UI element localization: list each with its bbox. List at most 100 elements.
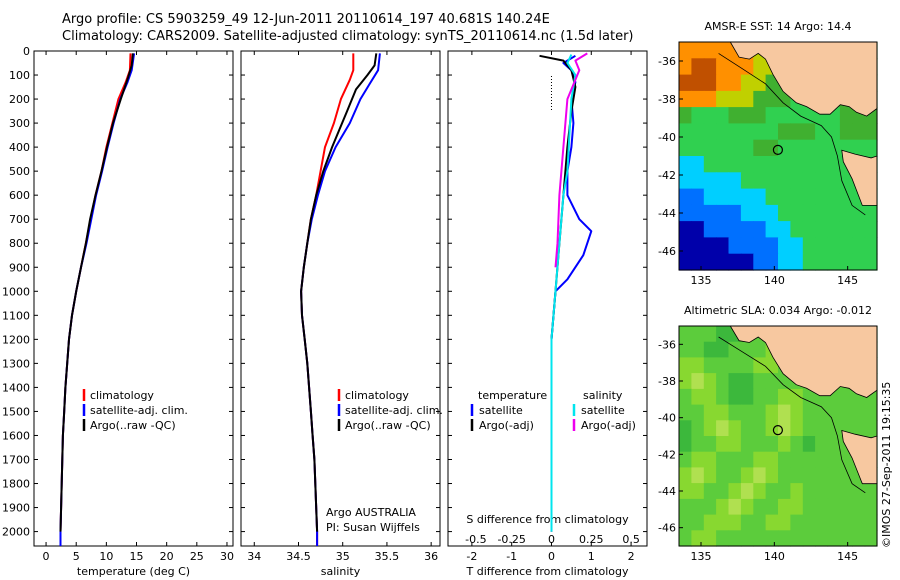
map-cell: [716, 436, 730, 453]
legend-label: salinity: [583, 389, 623, 402]
map-cell: [691, 74, 705, 92]
map-cell: [802, 467, 816, 484]
map-cell: [728, 467, 742, 484]
map-cell: [703, 58, 717, 76]
map-cell: [778, 172, 791, 190]
map-cell: [740, 483, 754, 500]
map-cell: [815, 139, 829, 157]
x-axis-label: temperature (deg C): [77, 565, 190, 578]
map-cell: [802, 172, 816, 190]
map-cell: [703, 451, 717, 468]
map-cell: [753, 253, 767, 271]
map-cell: [740, 467, 754, 484]
map-cell: [703, 139, 717, 157]
map-cell: [740, 530, 754, 547]
map-cell: [740, 58, 754, 76]
map-cell: [728, 357, 742, 374]
map-cell: [852, 420, 866, 437]
map-cell: [852, 498, 866, 516]
y-tick-label: 900: [9, 261, 30, 274]
profile-panel-2: 34 34.5 35 35.5 36 salinity climatology satelli…: [240, 50, 443, 578]
land-mass: [729, 41, 878, 117]
map-cell: [802, 388, 816, 406]
y-tick-label: 100: [9, 69, 30, 82]
map-cell: [740, 420, 754, 437]
map-cell: [716, 237, 730, 255]
map-cell: [740, 451, 754, 468]
map-cell: [679, 404, 692, 421]
y-tick-label: 0: [23, 45, 30, 58]
map-cell: [864, 404, 878, 421]
map-cell: [679, 188, 692, 206]
map-cell: [778, 514, 791, 531]
map-cell: [765, 107, 779, 124]
map-title: AMSR-E SST: 14 Argo: 14.4: [704, 20, 851, 33]
map-cell: [852, 204, 866, 222]
map-cell: [778, 107, 791, 124]
map-cell: [753, 357, 767, 374]
map-cell: [864, 420, 878, 437]
map-cell: [852, 139, 866, 157]
map-cell: [703, 172, 717, 190]
map-cell: [765, 483, 779, 500]
map-cell: [765, 373, 779, 390]
map-cell: [790, 123, 804, 141]
map-cell: [827, 514, 841, 531]
map-cell: [864, 483, 878, 500]
x-tick-label: 140: [764, 274, 785, 287]
x-tick-label: 15: [130, 550, 144, 563]
map-cell: [864, 204, 878, 222]
y-tick-label: 1000: [2, 285, 30, 298]
map-cell: [740, 253, 754, 271]
map-cell: [778, 156, 791, 173]
y-tick-label: 700: [9, 213, 30, 226]
map-cell: [728, 483, 742, 500]
map-cell: [703, 237, 717, 255]
map-cell: [716, 514, 730, 531]
map-cell: [815, 498, 829, 516]
map-cell: [716, 221, 730, 238]
x-tick-label: 145: [837, 550, 858, 563]
map-cell: [802, 204, 816, 222]
map-cell: [740, 404, 754, 421]
panel-frame: [240, 50, 441, 547]
map-cell: [740, 172, 754, 190]
map-cell: [703, 498, 717, 516]
map-cell: [802, 123, 816, 141]
map-cell: [802, 498, 816, 516]
map-cell: [765, 404, 779, 421]
map-cell: [691, 388, 705, 406]
map-cell: [716, 107, 730, 124]
map-cell: [778, 237, 791, 255]
map-cell: [765, 188, 779, 206]
map-cell: [815, 253, 829, 271]
map-cell: [703, 404, 717, 421]
map-frame: [678, 41, 878, 271]
map-cell: [815, 204, 829, 222]
map-cell: [716, 451, 730, 468]
map-cell: [740, 436, 754, 453]
map-cell: [703, 467, 717, 484]
map-cell: [691, 107, 705, 124]
map-cell: [815, 514, 829, 531]
map-cell: [815, 467, 829, 484]
map-cell: [839, 107, 853, 124]
map-cell: [790, 420, 804, 437]
map-cell: [790, 436, 804, 453]
map-cell: [864, 139, 878, 157]
y-tick-label: 500: [9, 165, 30, 178]
y-tick-label: 400: [9, 141, 30, 154]
map-cell: [765, 123, 779, 141]
map-cell: [679, 139, 692, 157]
y-tick-label: 1400: [2, 381, 30, 394]
map-cell: [691, 341, 705, 358]
y-tick-label: -40: [658, 131, 676, 144]
map-cell: [839, 388, 853, 406]
map-cell: [691, 530, 705, 547]
map-cell: [679, 483, 692, 500]
map-cell: [827, 123, 841, 141]
legend-label: satellite-adj. clim.: [90, 404, 188, 417]
map-cell: [839, 237, 853, 255]
map-cell: [691, 498, 705, 516]
map-cell: [740, 74, 754, 92]
